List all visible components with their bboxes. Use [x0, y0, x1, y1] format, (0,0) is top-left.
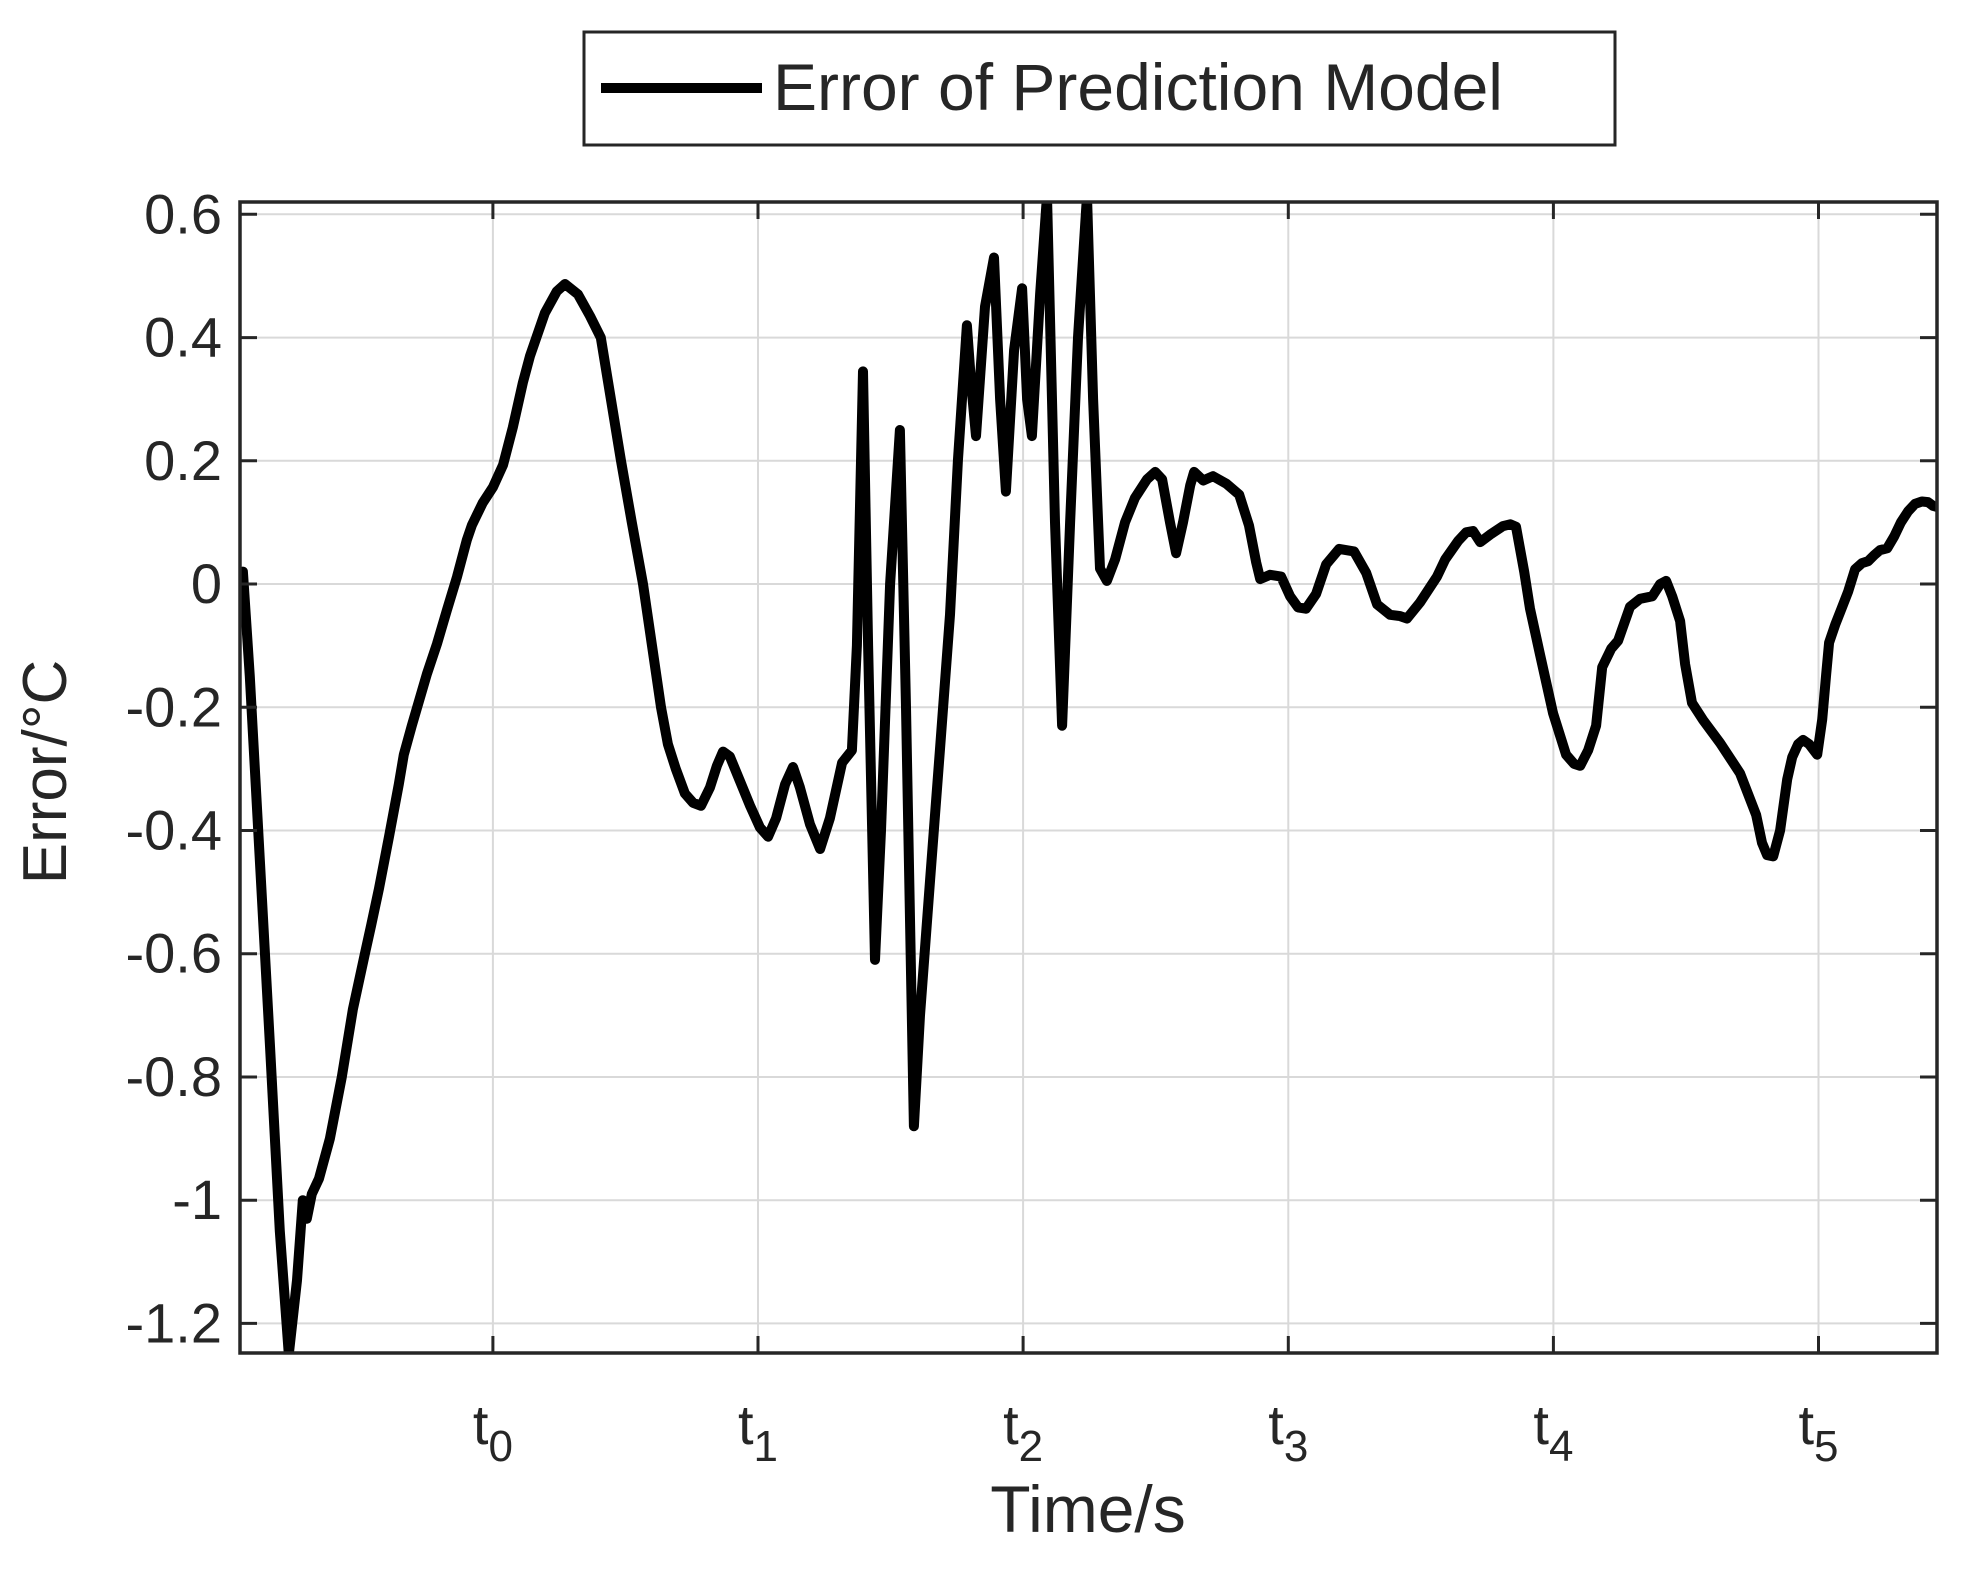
y-tick-label: -0.6 [126, 922, 223, 985]
y-tick-label: -0.8 [126, 1045, 223, 1108]
y-tick-label: -0.4 [126, 799, 223, 862]
x-tick-label: t5 [1798, 1393, 1838, 1471]
tick-label-layer: t0 t1 t2 t3 t4 t5 0.6 0.4 0.2 0 -0.2 -0.4 -0.6 -0.8 -1… [126, 182, 1839, 1471]
tick-layer [240, 202, 1937, 1353]
series-line-error-of-prediction-model [240, 202, 1937, 1353]
x-axis-label: Time/s [990, 1472, 1186, 1546]
y-tick-label: -1.2 [126, 1291, 223, 1354]
x-tick-label: t0 [473, 1393, 513, 1471]
legend: Error of Prediction Model [582, 30, 1617, 147]
y-tick-label: 0.6 [144, 182, 222, 245]
y-tick-label: 0 [191, 552, 222, 615]
y-tick-label: -0.2 [126, 675, 223, 738]
x-tick-label: t3 [1268, 1393, 1308, 1471]
y-tick-label: 0.2 [144, 429, 222, 492]
y-axis-label: Error/°C [11, 660, 80, 885]
legend-label: Error of Prediction Model [773, 50, 1503, 124]
x-tick-label: t1 [738, 1393, 778, 1471]
y-tick-label: 0.4 [144, 306, 222, 369]
y-tick-label: -1 [172, 1168, 222, 1231]
x-tick-label: t4 [1533, 1393, 1573, 1471]
x-tick-label: t2 [1003, 1393, 1043, 1471]
axes-frame [238, 200, 1939, 1355]
